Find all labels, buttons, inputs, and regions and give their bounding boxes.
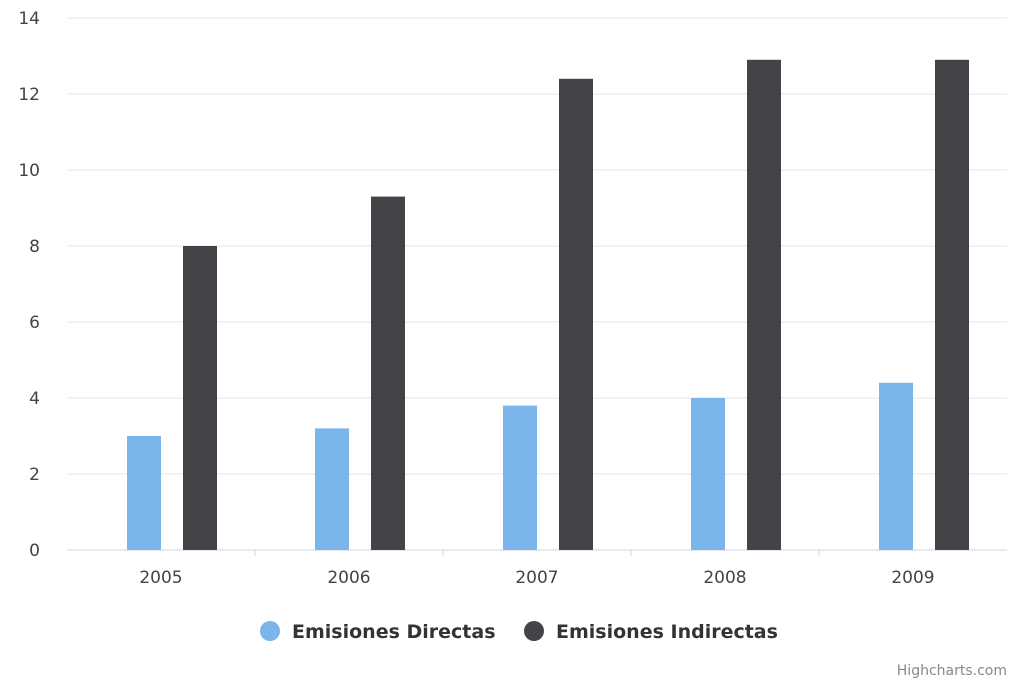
bar-directas-2009[interactable] (879, 382, 913, 550)
x-tick-label: 2007 (515, 568, 558, 588)
bar-directas-2006[interactable] (315, 428, 349, 550)
legend[interactable]: Emisiones Directas Emisiones Indirectas (260, 621, 778, 643)
y-tick-label: 10 (18, 161, 40, 181)
bar-indirectas-2009[interactable] (935, 59, 969, 551)
y-tick-label: 4 (29, 389, 40, 409)
legend-item-indirectas[interactable]: Emisiones Indirectas (524, 621, 778, 643)
x-tick-label: 2006 (327, 568, 370, 588)
grid-lines (67, 17, 1007, 551)
x-axis: 2005 2006 2007 2008 2009 (139, 550, 935, 588)
y-tick-label: 12 (18, 85, 40, 105)
x-tick-label: 2008 (703, 568, 746, 588)
bar-indirectas-2005[interactable] (183, 246, 217, 550)
y-axis: 0 2 4 6 8 10 12 14 (18, 9, 40, 561)
bar-indirectas-2007[interactable] (559, 78, 593, 551)
bar-directas-2007[interactable] (503, 405, 537, 550)
y-tick-label: 0 (29, 541, 40, 561)
x-tick-label: 2009 (891, 568, 934, 588)
y-tick-label: 14 (18, 9, 40, 29)
bar-directas-2005[interactable] (127, 436, 161, 550)
bar-indirectas-2006[interactable] (371, 196, 405, 550)
legend-item-directas[interactable]: Emisiones Directas (260, 621, 496, 643)
y-tick-label: 8 (29, 237, 40, 257)
bar-indirectas-2008[interactable] (747, 59, 781, 551)
y-tick-label: 6 (29, 313, 40, 333)
credits-link[interactable]: Highcharts.com (897, 663, 1007, 679)
legend-label: Emisiones Indirectas (556, 621, 778, 643)
legend-marker (524, 621, 544, 641)
bar-directas-2008[interactable] (691, 398, 725, 550)
x-tick-label: 2005 (139, 568, 182, 588)
legend-marker (260, 621, 280, 641)
y-tick-label: 2 (29, 465, 40, 485)
bars (127, 59, 969, 551)
legend-label: Emisiones Directas (292, 621, 496, 643)
